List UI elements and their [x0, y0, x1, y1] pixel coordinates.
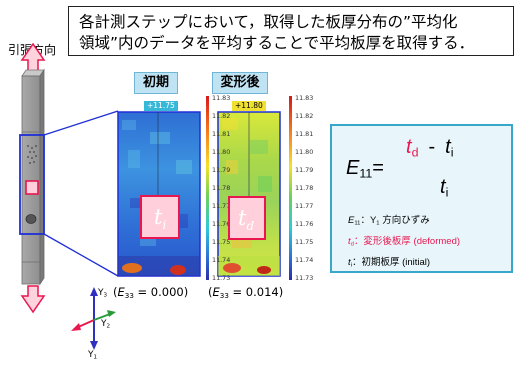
tick-label: 11.80: [212, 148, 231, 156]
zoom-lines: [43, 110, 119, 277]
caption-initial: (E33 = 0.000): [113, 285, 189, 300]
panel-title-initial: 初期: [134, 72, 178, 94]
tick-label: 11.78: [295, 184, 314, 192]
tick-label: 11.82: [212, 112, 231, 120]
tick-label: 11.76: [212, 220, 231, 228]
axis-label-y2: Y2: [101, 319, 111, 330]
axis-label-y1: Y1: [88, 350, 98, 361]
tick-label: 11.79: [212, 166, 231, 174]
tick-label: 11.79: [295, 166, 314, 174]
specimen-bar: [19, 68, 45, 286]
max-value-deformed: +11.80: [232, 101, 266, 111]
averaging-region-deformed: td: [228, 196, 266, 240]
tick-label: 11.75: [295, 238, 314, 246]
max-value-initial: +11.75: [144, 101, 178, 111]
tick-label: 11.73: [295, 274, 314, 282]
tick-label: 11.81: [212, 130, 231, 138]
axis-label-y3: Y3: [98, 288, 108, 299]
averaging-region-initial: ti: [140, 195, 180, 239]
tick-label: 11.83: [212, 94, 231, 102]
equation-denominator: ti: [440, 176, 449, 200]
symbol-ti: ti: [154, 205, 167, 233]
tick-label: 11.73: [212, 274, 231, 282]
tick-label: 11.74: [295, 256, 314, 264]
description-callout: 各計測ステップにおいて，取得した板厚分布の”平均化 領域”内のデータを平均するこ…: [68, 6, 514, 56]
tick-label: 11.78: [212, 184, 231, 192]
bottom-tension-arrow: [20, 285, 46, 314]
initial-thickness-map: [117, 111, 201, 277]
tick-label: 11.82: [295, 112, 314, 120]
panel-title-deformed: 変形後: [212, 72, 268, 94]
tick-label: 11.81: [295, 130, 314, 138]
coordinate-axes: [71, 287, 116, 350]
tick-label: 11.80: [295, 148, 314, 156]
equation-lhs: E11=: [346, 157, 384, 181]
legend-td: td：変形後板厚 (deformed): [348, 236, 461, 248]
legend-e11: E11：Y1 方向ひずみ: [348, 215, 430, 227]
deformed-thickness-map: [217, 111, 281, 277]
colorbar-initial: [206, 96, 209, 280]
symbol-td: td: [238, 206, 255, 234]
tick-label: 11.74: [212, 256, 231, 264]
tick-label: 11.77: [295, 202, 314, 210]
tick-label: 11.75: [212, 238, 231, 246]
tick-label: 11.76: [295, 220, 314, 228]
equation-numerator: td - ti: [406, 136, 454, 160]
caption-deformed: (E33 = 0.014): [208, 285, 284, 300]
legend-ti: ti：初期板厚 (initial): [348, 257, 431, 269]
colorbar-deformed: [289, 96, 292, 280]
top-tension-arrow: [20, 42, 46, 72]
callout-line-2: 領域”内のデータを平均することで平均板厚を取得する．: [79, 34, 475, 52]
tick-label: 11.83: [295, 94, 314, 102]
equation-box: E11= td - ti ti E11：Y1 方向ひずみ td：変形後板厚 (def…: [330, 124, 513, 273]
tick-label: 11.77: [212, 202, 231, 210]
callout-line-1: 各計測ステップにおいて，取得した板厚分布の”平均化: [79, 13, 458, 31]
